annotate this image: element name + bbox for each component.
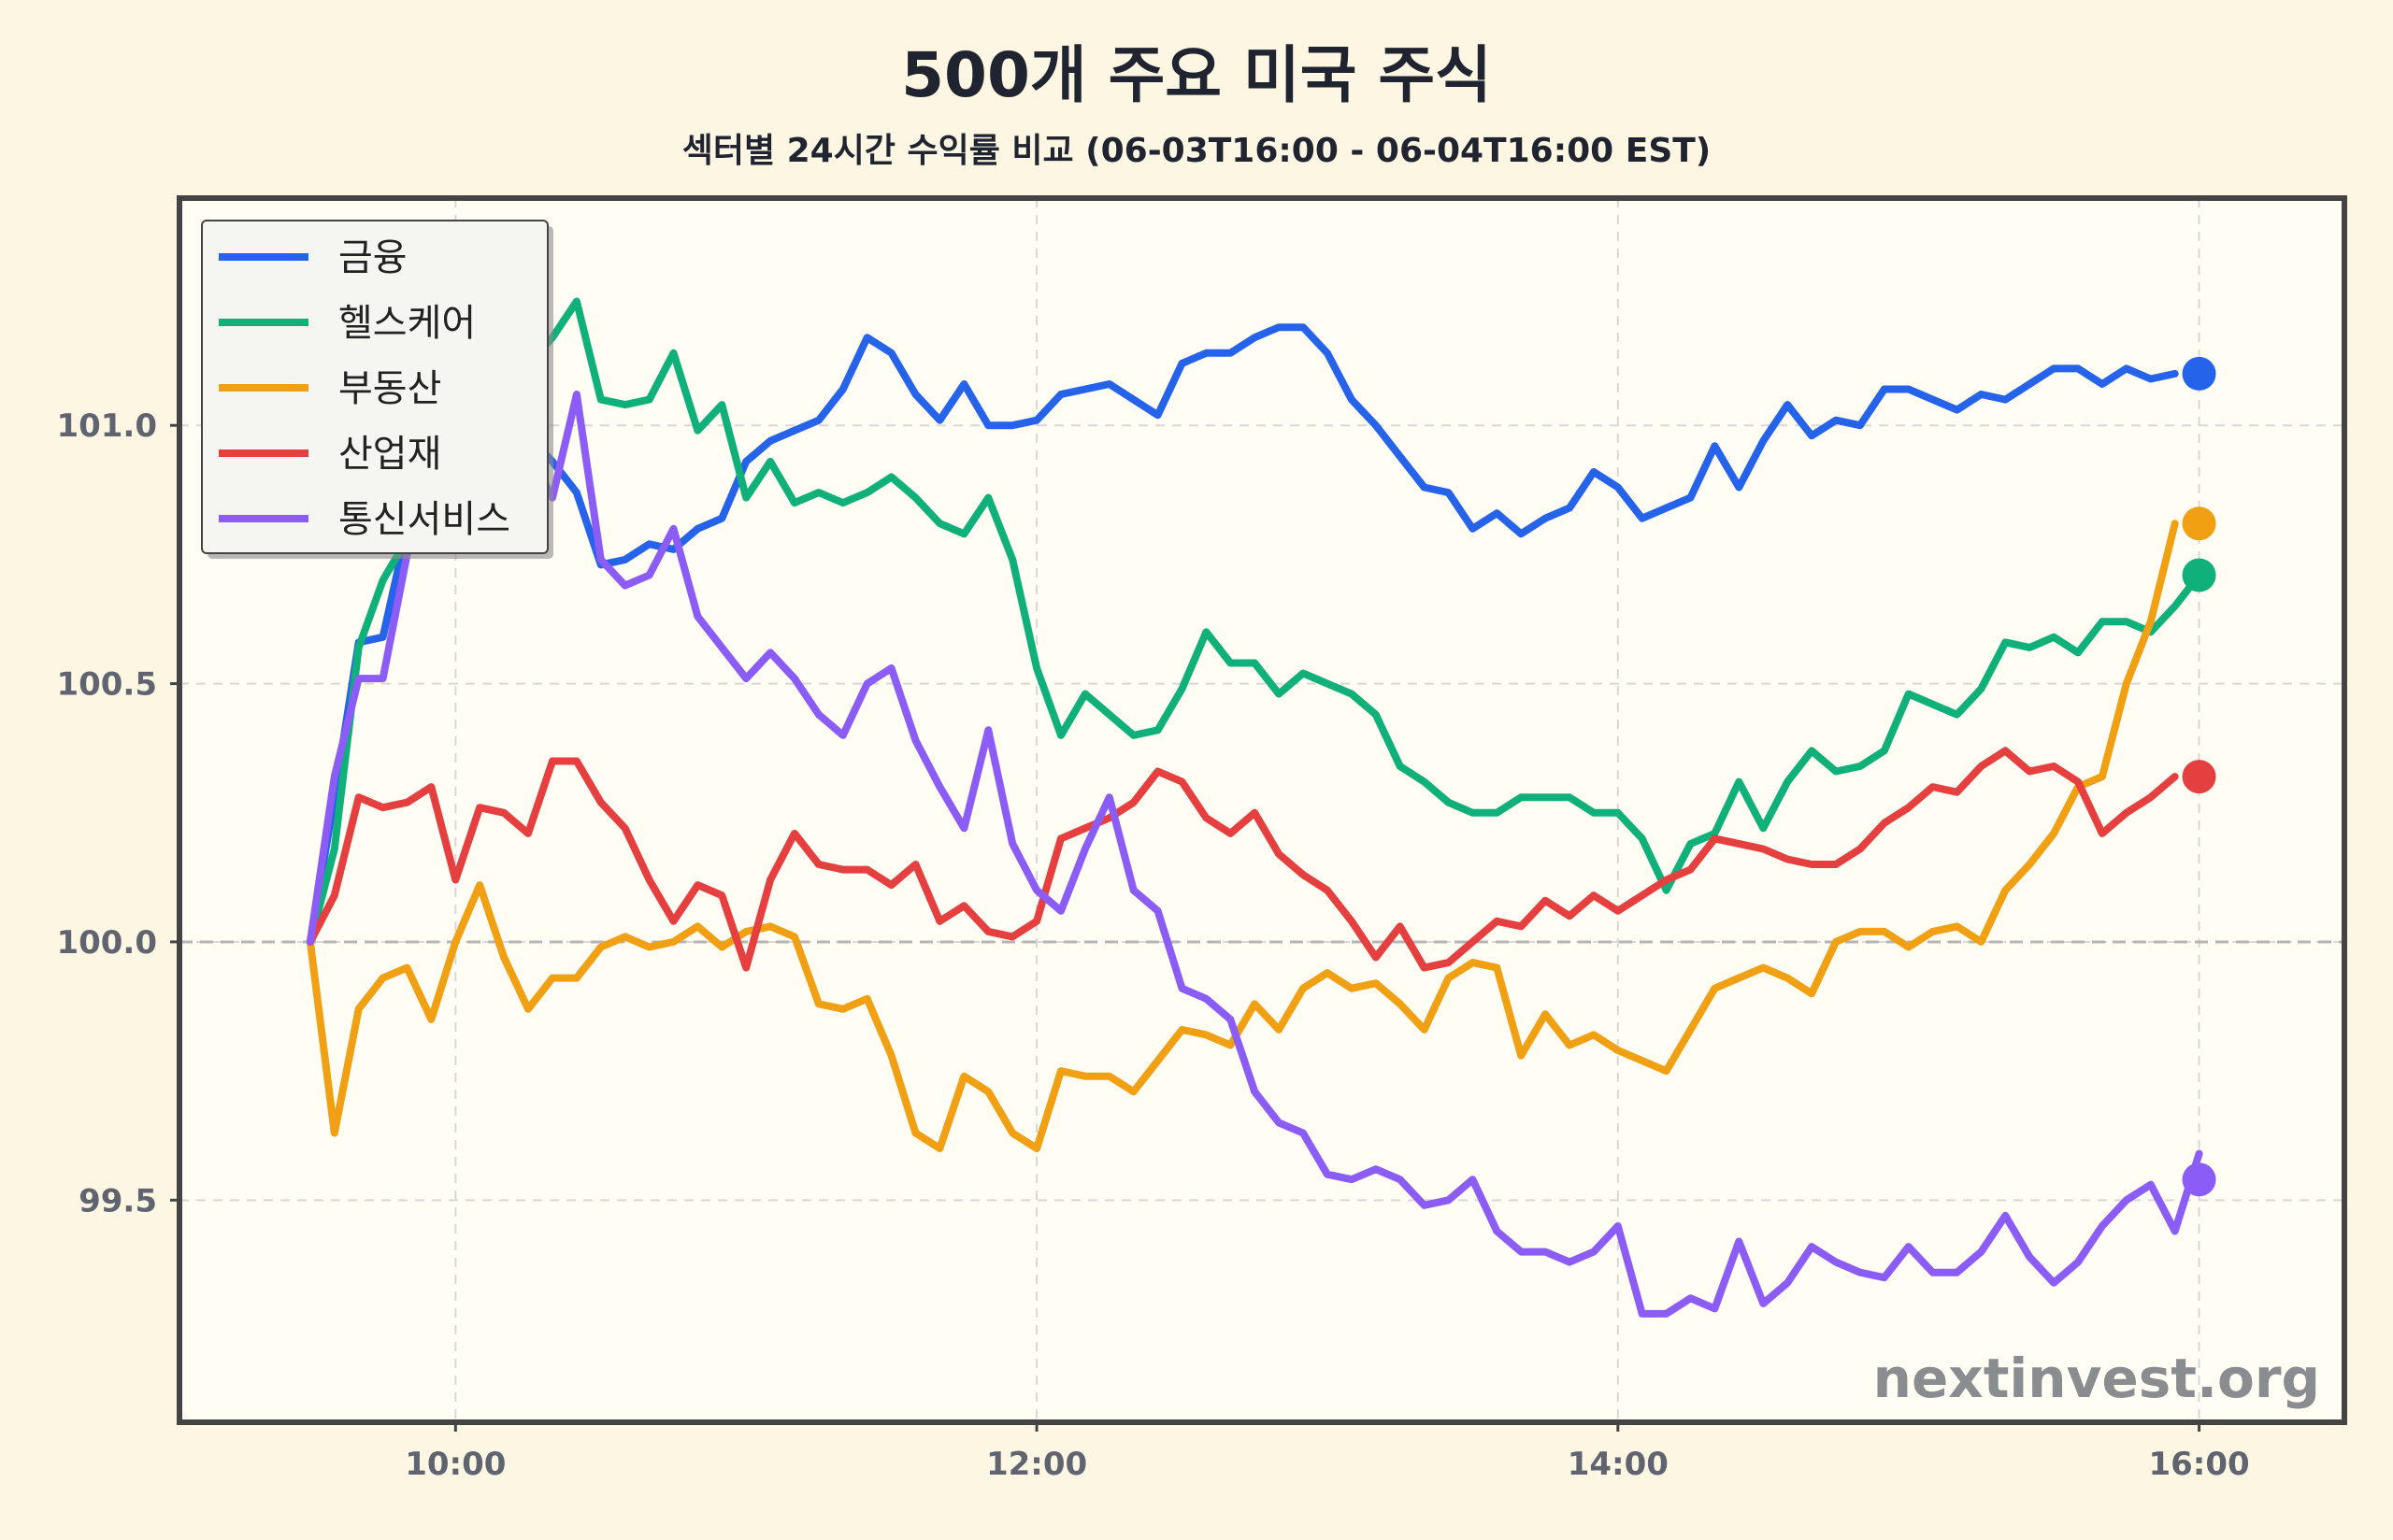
legend-label: 헬스케어 [338,302,476,345]
series-line [306,369,2203,1318]
series-line [306,520,2179,1152]
chart-subtitle: 섹터별 24시간 수익률 비교 (06-03T16:00 - 06-04T16:… [682,132,1712,170]
y-tick-label: 100.0 [56,924,157,962]
watermark: nextinvest.org [1873,1347,2320,1410]
y-tick-label: 99.5 [79,1182,157,1219]
chart-title: 500개 주요 미국 주식 [901,39,1492,111]
series-end-dot [2182,1162,2216,1197]
legend-box [201,220,549,554]
y-tick-label: 101.0 [56,407,157,445]
legend-label: 금융 [338,236,408,279]
series-lines [306,297,2203,1318]
legend-label: 통신서비스 [338,498,510,541]
series-line [306,747,2179,972]
series-end-markers [2182,356,2216,1197]
axis-ticks: 99.5 100.0 100.5 101.0 10:00 12:00 14:00 16:00 [56,407,2249,1483]
series-line [306,297,2203,946]
series-end-dot [2182,558,2216,592]
series-end-dot [2182,760,2216,794]
x-tick-label: 14:00 [1568,1446,1669,1483]
legend-label: 부동산 [338,367,441,410]
series-line [306,323,2179,946]
x-tick-label: 16:00 [2148,1446,2249,1483]
series-end-dot [2182,506,2216,541]
plot-frame [177,195,2347,1425]
x-tick-label: 12:00 [986,1446,1087,1483]
legend-label: 산업재 [338,433,441,476]
y-tick-label: 100.5 [56,666,157,704]
series-end-dot [2182,356,2216,391]
x-tick-label: 10:00 [405,1446,506,1483]
